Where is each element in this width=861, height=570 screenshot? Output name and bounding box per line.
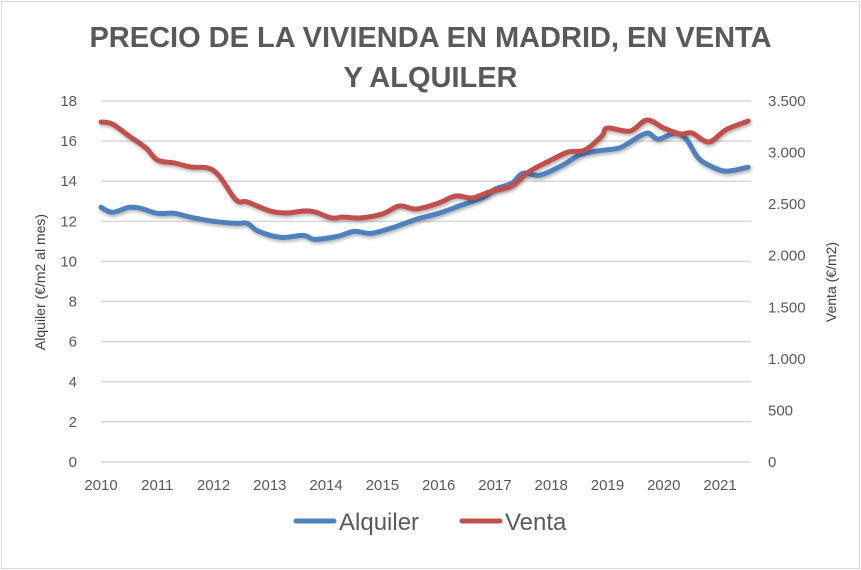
y-axis-right-label: Venta (€/m2) xyxy=(823,242,839,322)
x-tick-label: 2020 xyxy=(647,477,680,494)
y-right-tick-label: 2.500 xyxy=(768,196,806,213)
chart-title: PRECIO DE LA VIVIENDA EN MADRID, EN VENT… xyxy=(0,18,861,98)
series-line-alquiler xyxy=(98,130,751,242)
x-tick-label: 2013 xyxy=(253,477,286,494)
y-left-tick-label: 2 xyxy=(69,414,77,431)
y-left-tick-label: 18 xyxy=(60,93,77,110)
x-tick-label: 2010 xyxy=(84,477,117,494)
y-left-tick-label: 10 xyxy=(60,253,77,270)
y-right-tick-label: 2.000 xyxy=(768,248,806,265)
series-line-venta xyxy=(98,117,751,221)
x-tick-label: 2015 xyxy=(366,477,399,494)
y-left-tick-label: 16 xyxy=(60,133,77,150)
y-left-tick-label: 4 xyxy=(69,374,77,391)
x-tick-label: 2021 xyxy=(703,477,736,494)
y-left-tick-label: 0 xyxy=(69,454,77,471)
y-left-tick-label: 14 xyxy=(60,173,77,190)
chart-title-line2: Y ALQUILER xyxy=(343,62,518,94)
x-tick-label: 2012 xyxy=(197,477,230,494)
y-left-tick-label: 6 xyxy=(69,334,77,351)
legend-label-venta: Venta xyxy=(505,509,567,536)
x-tick-label: 2018 xyxy=(535,477,568,494)
x-tick-label: 2016 xyxy=(422,477,455,494)
x-tick-label: 2014 xyxy=(309,477,342,494)
y-right-tick-label: 500 xyxy=(768,402,793,419)
y-right-tick-label: 0 xyxy=(768,454,776,471)
y-right-tick-label: 1.000 xyxy=(768,351,806,368)
y-left-tick-label: 8 xyxy=(69,294,77,311)
y-axis-left-label: Alquiler (€/m2 al mes) xyxy=(32,214,48,350)
x-tick-label: 2011 xyxy=(141,477,173,494)
y-right-tick-label: 1.500 xyxy=(768,299,806,316)
y-left-tick-label: 12 xyxy=(60,213,77,230)
x-tick-label: 2019 xyxy=(591,477,624,494)
y-right-tick-label: 3.500 xyxy=(768,93,806,110)
x-tick-label: 2017 xyxy=(478,477,511,494)
chart-title-line1: PRECIO DE LA VIVIENDA EN MADRID, EN VENT… xyxy=(89,22,772,54)
legend: Alquiler Venta xyxy=(293,509,567,536)
legend-label-alquiler: Alquiler xyxy=(339,509,419,536)
y-right-tick-label: 3.000 xyxy=(768,145,806,162)
